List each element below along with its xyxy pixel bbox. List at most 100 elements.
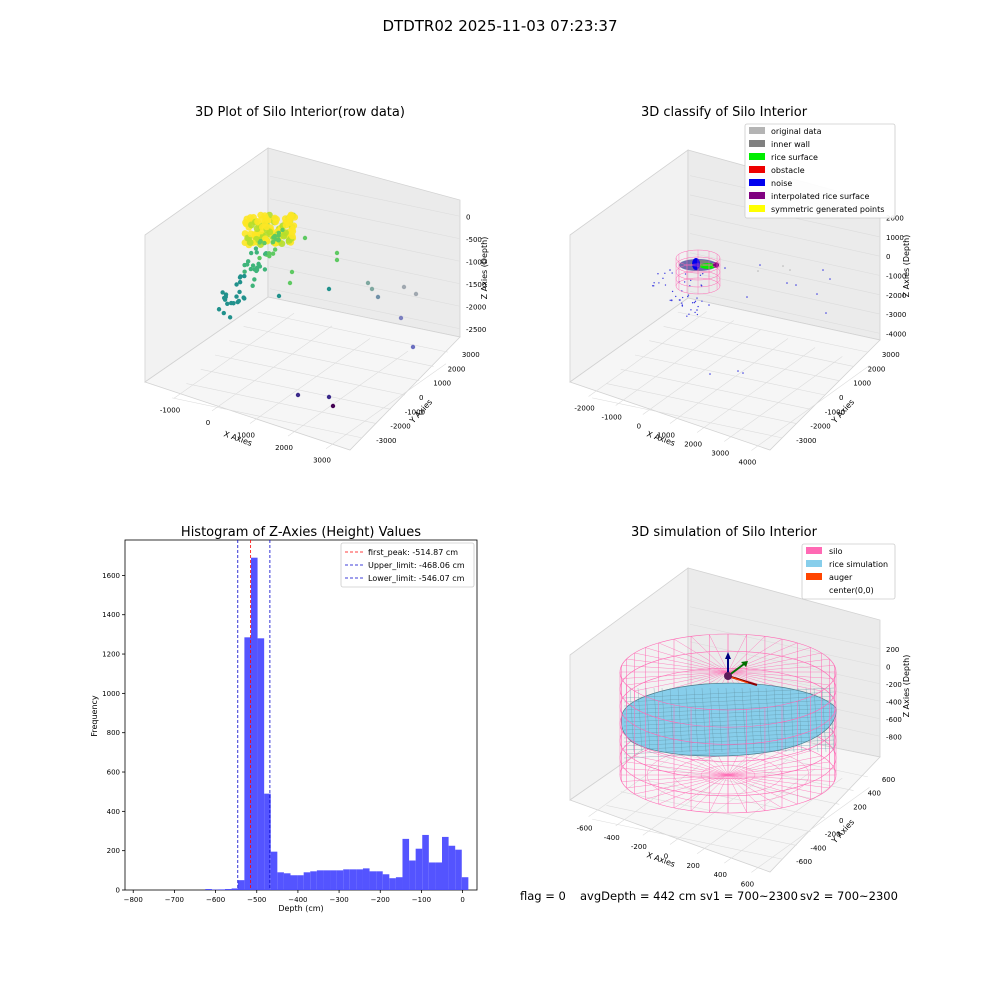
simulation-plot-title: 3D simulation of Silo Interior [631,525,818,540]
noise-point [664,284,667,286]
raw-point [248,266,254,272]
p2-x-tick: 3000 [711,450,729,458]
p2-x-tick: 4000 [739,459,757,467]
raw-point [276,237,281,243]
original-point [782,265,784,267]
y-tick-label: 800 [107,729,120,737]
p4-x-tick: 0 [664,853,668,861]
rice-mesh-line [749,687,755,753]
p2-x-tick: -1000 [602,414,622,422]
rice-mesh-line [669,687,675,753]
rice-mesh-line [677,687,683,753]
noise-point [701,300,703,302]
raw-point [248,221,255,229]
histogram-y-axis-label: Frequency [90,695,99,737]
p1-z-tick: 0 [466,213,470,221]
depth-histogram: Histogram of Z-Axies (Height) Values −80… [90,525,478,913]
noise-point [690,309,692,311]
raw-point [237,289,242,295]
raw-point [270,239,276,245]
rice-mesh-line [623,743,835,755]
p2-y-tick: -2000 [810,423,830,431]
noise-point [687,294,690,296]
noise-point [657,273,659,275]
raw-point [234,282,239,287]
raw-point [261,235,269,243]
y-tick-label: 0 [116,887,120,895]
p1-z-tick: -500 [466,236,482,244]
noise-point [681,296,684,299]
raw-point [234,294,239,299]
silo-roof-spoke [727,671,835,679]
raw-data-3d-plot: 3D Plot of Silo Interior(row data) -1000… [144,105,489,465]
silo-roof-spoke [621,665,729,673]
histogram-bar [349,869,357,890]
p2-z-tick: -4000 [886,330,906,338]
raw-point [365,280,371,286]
noise-point [691,302,694,304]
silo-roof-spoke [727,658,830,673]
noise-point [759,264,761,266]
silo-roof-spoke [727,647,811,673]
histogram-bar [356,869,363,890]
legend-swatch [749,179,765,186]
histogram-bar [422,834,429,890]
noise-point [681,302,683,304]
noise-point [679,299,681,301]
p4-y-tick: -600 [796,858,812,866]
classify-z-axis-label: Z Axies (Depth) [902,235,911,298]
noise-point [653,282,655,284]
raw-point [271,235,276,240]
raw-point [286,213,294,220]
p4-y-tick: -400 [810,844,826,852]
rice-mesh-line [821,687,827,753]
p4-x-tick: 400 [714,871,727,879]
p1-y-tick: -3000 [376,437,396,445]
raw-z-axis-label: Z Axies (Depth) [480,237,489,300]
raw-point [236,298,242,304]
raw-point [227,315,233,320]
status-sv2: sv2 = 700~2300 [800,889,898,903]
legend-swatch [749,192,765,199]
rice-mesh-line [733,687,739,753]
p1-y-tick: 3000 [462,351,480,359]
raw-data-points [216,211,419,409]
simulation-legend: silo rice simulation auger center(0,0) [801,543,896,600]
raw-point [247,230,255,238]
rice-mesh-line [813,687,819,753]
raw-point [252,277,257,282]
p2-z-tick: 0 [886,253,890,261]
simulation-x-axis-label: X Axies [645,850,676,869]
interpolated-patch [713,262,719,268]
p2-x-tick: 1000 [657,432,675,440]
p1-y-tick: 2000 [448,365,466,373]
p1-y-tick: 1000 [433,380,451,388]
noise-point [724,267,726,269]
histogram-bar [455,849,462,890]
legend-label: Upper_limit: -468.06 cm [368,561,465,570]
histogram-title: Histogram of Z-Axies (Height) Values [181,525,421,540]
status-avg-depth: avgDepth = 442 cm [580,889,696,903]
p1-x-tick: 3000 [313,457,331,465]
legend-label: inner wall [771,140,810,149]
p4-y-tick: 400 [868,790,881,798]
raw-point [254,250,259,255]
noise-point [795,284,797,286]
status-line: flag = 0 avgDepth = 442 cm sv1 = 700~230… [520,889,898,903]
legend-swatch [749,166,765,173]
rice-simulation-surface [620,682,837,759]
rice-mesh-line [623,735,835,747]
histogram-bar [225,889,232,890]
raw-point [263,223,271,231]
histogram-legend: first_peak: -514.87 cm Upper_limit: -468.… [340,542,475,588]
histogram-bar [231,888,239,890]
y-tick-label: 1000 [102,690,120,698]
legend-label: center(0,0) [829,586,874,595]
histogram-bar [205,889,212,890]
noise-point [786,282,788,284]
p2-y-tick: 0 [839,394,843,402]
p1-x-tick: 0 [206,419,210,427]
p2-z-tick: -3000 [886,311,906,319]
noise-point [829,278,831,280]
